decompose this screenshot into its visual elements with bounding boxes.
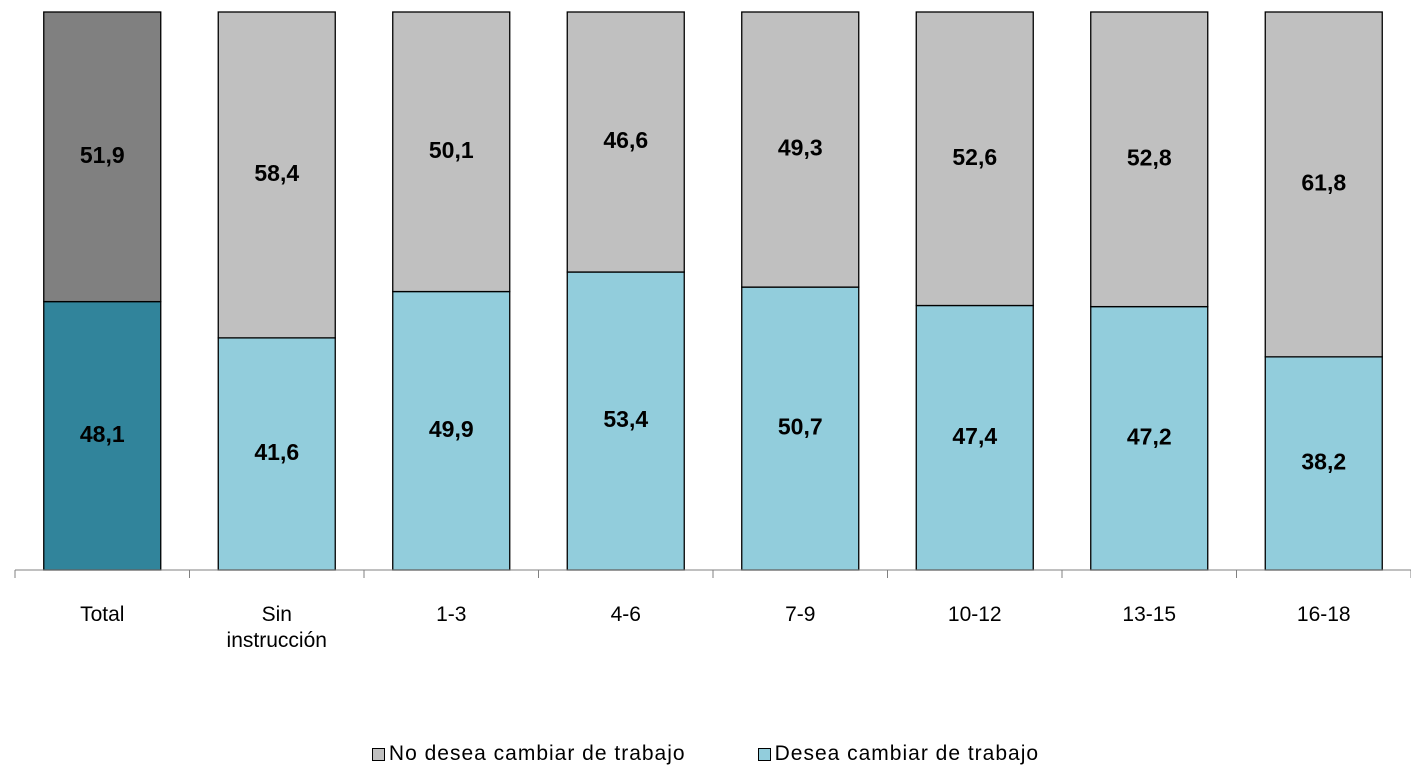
legend-item: No desea cambiar de trabajo bbox=[371, 742, 686, 766]
value-label: 49,9 bbox=[429, 416, 474, 442]
x-tick-label: 16-18 bbox=[1296, 603, 1351, 626]
bar-segment bbox=[915, 11, 1034, 307]
bar-segment bbox=[1264, 11, 1383, 358]
value-label: 50,1 bbox=[429, 137, 474, 163]
value-label: 48,1 bbox=[80, 421, 125, 447]
x-tick-label: 13-15 bbox=[1122, 603, 1177, 626]
x-tick-label: Sin instrucción bbox=[226, 603, 327, 652]
value-label: 61,8 bbox=[1301, 170, 1346, 196]
value-label: 52,6 bbox=[952, 144, 997, 170]
legend-swatch bbox=[371, 747, 385, 761]
x-tick-label: 1-3 bbox=[436, 603, 467, 626]
x-tick-label: 10-12 bbox=[947, 603, 1002, 626]
value-label: 53,4 bbox=[603, 406, 648, 432]
value-label: 58,4 bbox=[254, 160, 299, 186]
value-label: 50,7 bbox=[778, 414, 823, 440]
bar-segment bbox=[392, 11, 511, 293]
value-label: 52,8 bbox=[1127, 144, 1172, 170]
value-label: 47,2 bbox=[1127, 423, 1172, 449]
x-tick-label: Total bbox=[80, 603, 125, 626]
bar-segment bbox=[1090, 11, 1209, 308]
bar-segment bbox=[1264, 356, 1383, 571]
value-label: 51,9 bbox=[80, 142, 125, 168]
legend-label: No desea cambiar de trabajo bbox=[388, 742, 686, 765]
bar-segment bbox=[392, 290, 511, 571]
value-label: 38,2 bbox=[1301, 449, 1346, 475]
legend: No desea cambiar de trabajo Desea cambiar… bbox=[0, 742, 1411, 766]
value-label: 46,6 bbox=[603, 127, 648, 153]
bar-segment bbox=[1090, 305, 1209, 571]
bar-segment bbox=[915, 304, 1034, 571]
x-tick-label: 7-9 bbox=[785, 603, 816, 626]
bar-segment bbox=[741, 11, 860, 288]
value-label: 41,6 bbox=[254, 439, 299, 465]
legend-item: Desea cambiar de trabajo bbox=[757, 742, 1040, 766]
legend-label: Desea cambiar de trabajo bbox=[774, 742, 1040, 765]
bar-segment bbox=[43, 11, 162, 303]
value-label: 49,3 bbox=[778, 135, 823, 161]
bar-segment bbox=[43, 300, 162, 571]
bar-segment bbox=[566, 11, 685, 273]
bar-segment bbox=[217, 11, 336, 339]
legend-swatch bbox=[757, 747, 771, 761]
value-label: 47,4 bbox=[952, 423, 997, 449]
x-tick-label: 4-6 bbox=[610, 603, 641, 626]
